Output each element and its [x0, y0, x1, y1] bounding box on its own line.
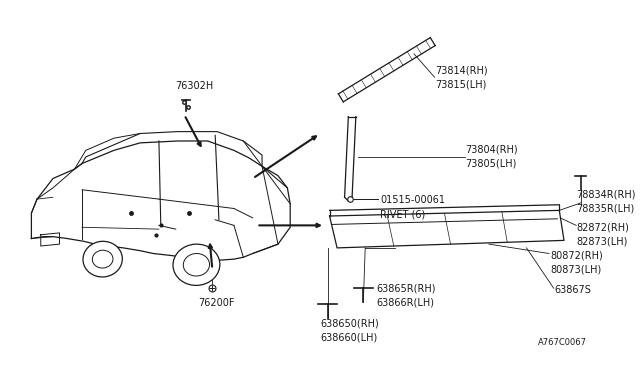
Ellipse shape — [183, 253, 209, 276]
Ellipse shape — [92, 250, 113, 268]
Text: 63865R(RH)
63866R(LH): 63865R(RH) 63866R(LH) — [376, 283, 436, 308]
Text: 638650(RH)
638660(LH): 638650(RH) 638660(LH) — [320, 318, 379, 342]
Text: A767C0067: A767C0067 — [538, 338, 588, 347]
Text: 80872(RH)
80873(LH): 80872(RH) 80873(LH) — [550, 251, 603, 275]
Ellipse shape — [83, 241, 122, 277]
Text: 76302H: 76302H — [175, 81, 213, 91]
Text: 73814(RH)
73815(LH): 73814(RH) 73815(LH) — [436, 65, 488, 89]
Text: 63867S: 63867S — [555, 285, 591, 295]
Text: 82872(RH)
82873(LH): 82872(RH) 82873(LH) — [576, 222, 629, 247]
Ellipse shape — [173, 244, 220, 285]
Text: 73804(RH)
73805(LH): 73804(RH) 73805(LH) — [465, 145, 518, 169]
Text: 76200F: 76200F — [198, 298, 235, 308]
Text: 78834R(RH)
78835R(LH): 78834R(RH) 78835R(LH) — [576, 190, 636, 214]
Text: 01515-00061
RIVET (6): 01515-00061 RIVET (6) — [380, 195, 445, 219]
